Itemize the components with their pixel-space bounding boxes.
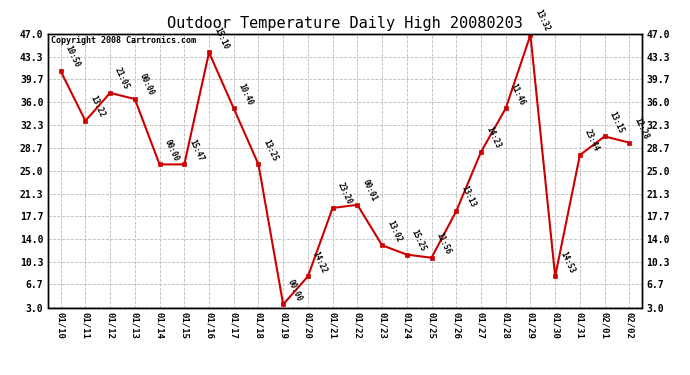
Text: 14:23: 14:23	[484, 125, 502, 150]
Text: 21:05: 21:05	[113, 66, 131, 91]
Text: 11:56: 11:56	[435, 231, 453, 256]
Text: 13:15: 13:15	[608, 110, 626, 135]
Text: 15:47: 15:47	[187, 138, 205, 162]
Text: 11:46: 11:46	[509, 82, 526, 106]
Text: 00:00: 00:00	[163, 138, 181, 162]
Text: 15:10: 15:10	[212, 26, 230, 51]
Text: 14:22: 14:22	[311, 250, 329, 274]
Text: 14:53: 14:53	[558, 250, 576, 274]
Text: 23:44: 23:44	[583, 129, 601, 153]
Text: 00:00: 00:00	[138, 72, 156, 97]
Text: 13:32: 13:32	[533, 8, 551, 33]
Text: 12:28: 12:28	[632, 116, 650, 141]
Title: Outdoor Temperature Daily High 20080203: Outdoor Temperature Daily High 20080203	[167, 16, 523, 31]
Text: 00:00: 00:00	[286, 278, 304, 303]
Text: 13:13: 13:13	[460, 184, 477, 209]
Text: 23:20: 23:20	[335, 182, 353, 206]
Text: 10:50: 10:50	[63, 45, 81, 69]
Text: Copyright 2008 Cartronics.com: Copyright 2008 Cartronics.com	[51, 36, 196, 45]
Text: 13:22: 13:22	[88, 94, 106, 119]
Text: 00:01: 00:01	[360, 178, 378, 203]
Text: 15:25: 15:25	[410, 228, 428, 253]
Text: 10:40: 10:40	[237, 82, 255, 106]
Text: 13:25: 13:25	[262, 138, 279, 162]
Text: 13:02: 13:02	[385, 219, 403, 243]
